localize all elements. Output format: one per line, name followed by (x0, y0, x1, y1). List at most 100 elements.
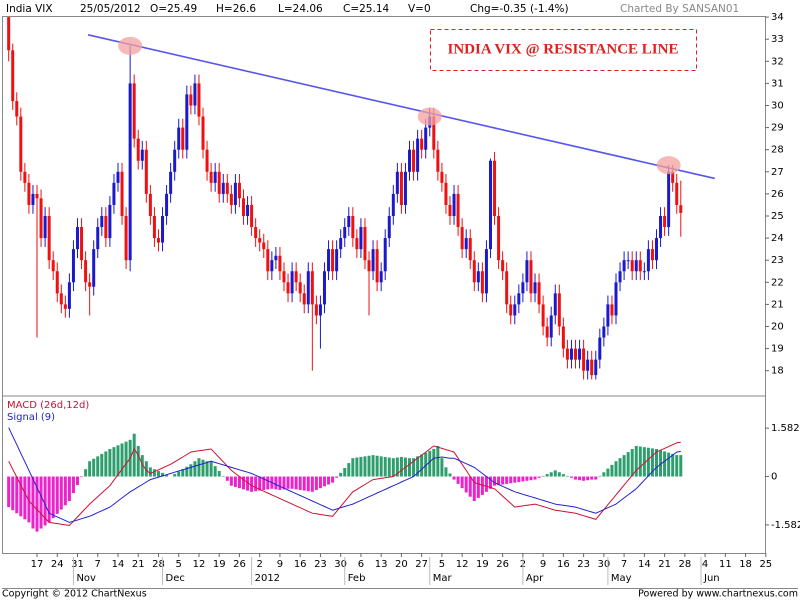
candle-body (399, 171, 403, 205)
candle-body (27, 182, 31, 205)
candle-body (112, 182, 116, 205)
x-tick-label: 23 (314, 559, 327, 570)
candle-body (582, 348, 586, 371)
candle-body (432, 116, 436, 150)
histogram-bar (55, 476, 59, 514)
histogram-bar (47, 476, 51, 523)
x-tick-label: 16 (294, 559, 307, 570)
highlight (656, 156, 681, 175)
histogram-bar (205, 461, 209, 477)
candle-body (225, 182, 229, 194)
high: H=26.6 (216, 3, 256, 15)
candle-body (39, 198, 43, 239)
histogram-bar (513, 476, 517, 483)
candle-body (197, 83, 201, 117)
candle-body (116, 171, 120, 183)
histogram-bar (132, 433, 136, 477)
candle-body (136, 138, 140, 161)
histogram-bar (622, 455, 626, 477)
histogram-bar (290, 476, 294, 489)
histogram-bar (88, 461, 92, 477)
x-tick-label: 6 (358, 559, 364, 570)
candle-body (209, 171, 213, 183)
candle-body (185, 94, 189, 150)
candle-body (436, 149, 440, 172)
month-label: 2012 (255, 573, 280, 584)
x-tick-label: 30 (597, 559, 610, 570)
candle-body (517, 293, 521, 305)
histogram-bar (39, 476, 43, 529)
candle-body (152, 215, 156, 239)
histogram-bar (521, 476, 525, 482)
candle-body (233, 182, 237, 205)
histogram-bar (578, 476, 582, 481)
histogram-bar (395, 457, 399, 477)
candle-body (343, 227, 347, 239)
candle-body (561, 326, 565, 349)
histogram-bar (266, 476, 270, 490)
histogram-bar (428, 450, 432, 477)
x-tick-label: 11 (719, 559, 732, 570)
candle-body (391, 193, 395, 216)
candle-body (533, 282, 537, 294)
candle-body (31, 193, 35, 205)
date: 25/05/2012 (80, 3, 141, 15)
candle-body (327, 249, 331, 272)
candle-body (505, 271, 509, 305)
histogram-bar (379, 456, 383, 477)
candle-body (630, 260, 634, 272)
candle-body (509, 304, 513, 316)
legend-label: MACD (26d,12d) (7, 400, 89, 411)
y-tick-label: 25 (771, 211, 784, 222)
candle-body (104, 215, 108, 239)
candle-body (416, 138, 420, 172)
x-tick-label: 12 (193, 559, 206, 570)
histogram-bar (152, 469, 156, 477)
y-tick-label: 32 (771, 56, 784, 67)
resistance-line (87, 34, 715, 180)
candle-body (347, 215, 351, 228)
histogram-bar (448, 473, 452, 477)
candle-body (363, 227, 367, 261)
candle-body (15, 101, 19, 117)
candle-body (679, 205, 683, 213)
candle-body (314, 304, 318, 316)
histogram-bar (7, 476, 11, 508)
histogram-bar (27, 476, 31, 523)
histogram-bar (472, 476, 476, 501)
x-tick-label: 2 (257, 559, 263, 570)
candle-body (286, 282, 290, 294)
candle-body (626, 260, 630, 262)
histogram-bar (75, 476, 79, 486)
y-tick-label: 24 (771, 233, 784, 244)
candle-body (371, 249, 375, 272)
x-tick-label: 21 (132, 559, 145, 570)
histogram-bar (233, 476, 237, 487)
histogram-bar (213, 466, 217, 477)
candle-body (403, 171, 407, 205)
histogram-bar (468, 476, 472, 497)
candle-body (92, 249, 96, 287)
candle-body (84, 260, 88, 283)
histogram-bar (634, 445, 638, 477)
histogram-bar (286, 476, 290, 489)
candle-body (237, 182, 241, 199)
histogram-bar (424, 452, 428, 477)
histogram-bar (476, 476, 480, 498)
candle-body (278, 255, 282, 272)
candle-body (574, 348, 578, 360)
candle-body (120, 171, 124, 216)
candle-body (395, 171, 399, 194)
histogram-bar (452, 476, 456, 480)
histogram-bar (104, 451, 108, 477)
histogram-bar (193, 461, 197, 477)
candle-body (367, 260, 371, 272)
histogram-bar (246, 476, 250, 491)
candle-body (521, 282, 525, 294)
candle-body (553, 293, 557, 316)
candle-body (229, 193, 233, 205)
histogram-bar (679, 455, 683, 477)
histogram-bar (436, 445, 440, 477)
candle-body (161, 215, 165, 243)
